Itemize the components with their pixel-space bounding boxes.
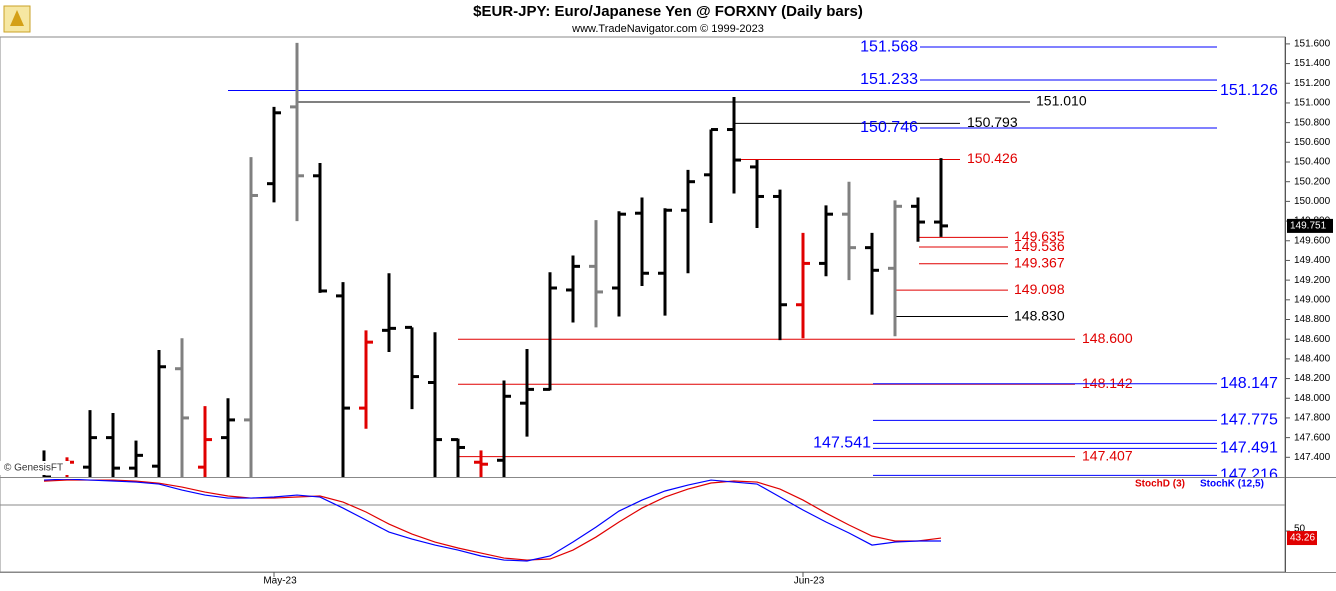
level-label: 147.407 <box>1082 447 1133 463</box>
y-tick-label: 148.200 <box>1294 373 1331 384</box>
level-label: 147.541 <box>813 435 871 452</box>
level-label: 148.147 <box>1220 375 1278 392</box>
level-label: 149.635 <box>1014 228 1065 244</box>
level-label: 151.568 <box>860 38 918 55</box>
legend-entry: StochK (12,5) <box>1200 479 1264 490</box>
y-tick-label: 149.600 <box>1294 235 1331 246</box>
y-tick-label: 148.800 <box>1294 314 1331 325</box>
y-tick-label: 147.400 <box>1294 452 1331 463</box>
stoch-line <box>43 479 941 562</box>
y-tick-label: 147.800 <box>1294 413 1331 424</box>
x-tick-label: Jun-23 <box>794 576 825 587</box>
level-label: 148.142 <box>1082 375 1133 391</box>
level-label: 150.426 <box>967 150 1018 166</box>
chart-title: $EUR-JPY: Euro/Japanese Yen @ FORXNY (Da… <box>473 3 863 20</box>
stoch-panel <box>0 479 1285 562</box>
level-label: 147.216 <box>1220 467 1278 484</box>
level-label: 149.098 <box>1014 281 1065 297</box>
y-tick-label: 151.600 <box>1294 39 1331 50</box>
level-label: 147.491 <box>1220 440 1278 457</box>
y-tick-label: 149.400 <box>1294 255 1331 266</box>
x-tick-label: May-23 <box>263 576 297 587</box>
y-tick-label: 50 <box>1294 524 1306 535</box>
y-tick-label: 151.200 <box>1294 78 1331 89</box>
y-tick-label: 150.600 <box>1294 137 1331 148</box>
y-tick-label: 148.000 <box>1294 393 1331 404</box>
level-label: 150.793 <box>967 114 1018 130</box>
y-tick-label: 150.800 <box>1294 117 1331 128</box>
level-label: 151.233 <box>860 71 918 88</box>
watermark: © GenesisFT <box>4 463 63 474</box>
y-tick-label: 150.400 <box>1294 157 1331 168</box>
level-label: 148.600 <box>1082 330 1133 346</box>
price-panel: 151.568 151.233 151.126 151.010 150.793 150.7… <box>37 38 1278 484</box>
y-tick-label: 149.000 <box>1294 294 1331 305</box>
legend-entry: StochD (3) <box>1135 479 1185 490</box>
y-tick-label: 151.400 <box>1294 58 1331 69</box>
y-tick-label: 148.600 <box>1294 334 1331 345</box>
level-label: 149.536 <box>1014 238 1065 254</box>
level-label: 147.775 <box>1220 412 1278 429</box>
y-tick-label: 149.200 <box>1294 275 1331 286</box>
y-tick-label: 151.000 <box>1294 98 1331 109</box>
y-tick-label: 148.400 <box>1294 354 1331 365</box>
y-tick-label: 150.200 <box>1294 176 1331 187</box>
y-tick-label: 150.000 <box>1294 196 1331 207</box>
level-label: 151.010 <box>1036 93 1087 109</box>
level-label: 150.746 <box>860 119 918 136</box>
logo <box>3 5 31 33</box>
last-value: 43.26 <box>1290 533 1315 544</box>
level-label: 149.367 <box>1014 254 1065 270</box>
last-price: 149.751 <box>1290 221 1327 232</box>
level-label: 151.126 <box>1220 82 1278 99</box>
last-value-box <box>1287 531 1317 546</box>
watermark-bg <box>0 461 70 475</box>
stoch-line <box>43 479 942 561</box>
last-price-box <box>1287 218 1333 233</box>
y-tick-label: 147.600 <box>1294 432 1331 443</box>
axes: 147.400 147.600 147.800 148.000 148.200 148.4… <box>263 37 1333 587</box>
level-label: 148.830 <box>1014 307 1065 323</box>
chart-subtitle: www.TradeNavigator.com © 1999-2023 <box>571 23 764 35</box>
